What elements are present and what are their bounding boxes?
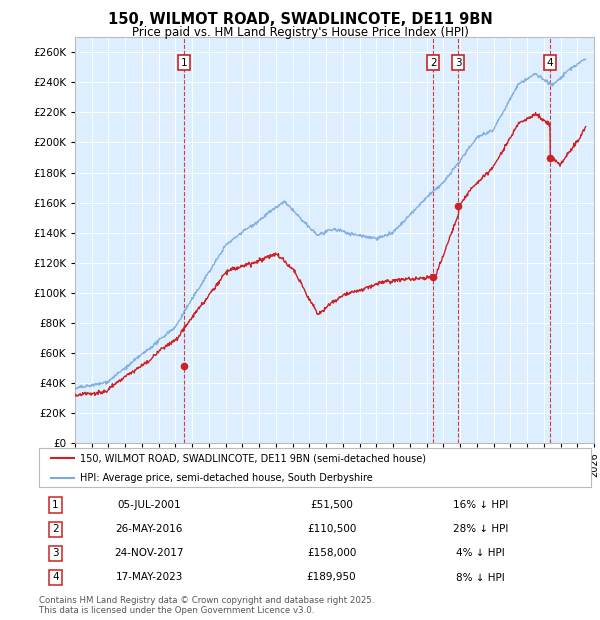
Text: 16% ↓ HPI: 16% ↓ HPI <box>453 500 508 510</box>
Text: £158,000: £158,000 <box>307 549 356 559</box>
Text: 4% ↓ HPI: 4% ↓ HPI <box>456 549 505 559</box>
Text: 17-MAY-2023: 17-MAY-2023 <box>116 572 183 583</box>
Text: 4: 4 <box>52 572 59 583</box>
Text: 26-MAY-2016: 26-MAY-2016 <box>116 525 183 534</box>
Text: Contains HM Land Registry data © Crown copyright and database right 2025.
This d: Contains HM Land Registry data © Crown c… <box>39 596 374 615</box>
Text: 150, WILMOT ROAD, SWADLINCOTE, DE11 9BN: 150, WILMOT ROAD, SWADLINCOTE, DE11 9BN <box>107 12 493 27</box>
Text: £110,500: £110,500 <box>307 525 356 534</box>
Text: 28% ↓ HPI: 28% ↓ HPI <box>453 525 508 534</box>
Text: £189,950: £189,950 <box>307 572 356 583</box>
Text: 1: 1 <box>52 500 59 510</box>
Text: 4: 4 <box>547 58 553 68</box>
Text: 3: 3 <box>455 58 462 68</box>
Text: 150, WILMOT ROAD, SWADLINCOTE, DE11 9BN (semi-detached house): 150, WILMOT ROAD, SWADLINCOTE, DE11 9BN … <box>80 453 427 463</box>
Text: 8% ↓ HPI: 8% ↓ HPI <box>456 572 505 583</box>
Text: 3: 3 <box>52 549 59 559</box>
Text: 24-NOV-2017: 24-NOV-2017 <box>115 549 184 559</box>
Text: 2: 2 <box>430 58 437 68</box>
Text: 2: 2 <box>52 525 59 534</box>
Text: 1: 1 <box>181 58 187 68</box>
Text: HPI: Average price, semi-detached house, South Derbyshire: HPI: Average price, semi-detached house,… <box>80 473 373 483</box>
Text: £51,500: £51,500 <box>310 500 353 510</box>
Text: 05-JUL-2001: 05-JUL-2001 <box>118 500 181 510</box>
Text: Price paid vs. HM Land Registry's House Price Index (HPI): Price paid vs. HM Land Registry's House … <box>131 26 469 39</box>
